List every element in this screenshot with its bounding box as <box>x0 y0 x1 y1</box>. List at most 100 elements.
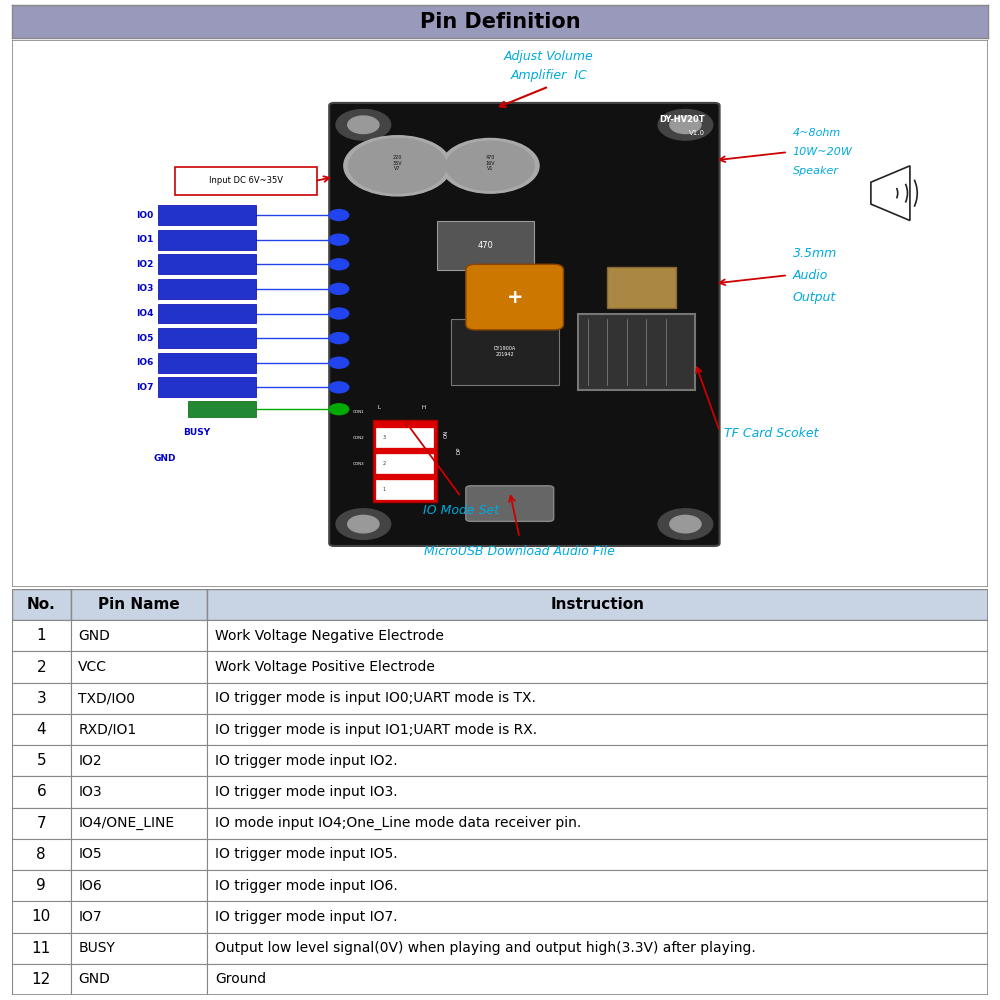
Circle shape <box>349 138 446 193</box>
Text: IO mode input IO4;One_Line mode data receiver pin.: IO mode input IO4;One_Line mode data rec… <box>215 816 581 830</box>
Text: Pin Definition: Pin Definition <box>420 11 580 31</box>
Bar <box>71 620 207 651</box>
Bar <box>71 808 207 839</box>
Text: Output: Output <box>793 291 836 304</box>
Bar <box>207 714 988 745</box>
Bar <box>207 964 988 995</box>
Text: No.: No. <box>27 597 56 612</box>
Circle shape <box>329 357 349 368</box>
Bar <box>158 254 256 274</box>
Text: Speaker: Speaker <box>793 166 839 176</box>
Text: IO trigger mode input IO3.: IO trigger mode input IO3. <box>215 785 398 799</box>
Text: IO3: IO3 <box>136 284 154 293</box>
Text: V1.0: V1.0 <box>689 130 705 136</box>
Text: 9: 9 <box>36 878 46 893</box>
Text: IO trigger mode is input IO0;UART mode is TX.: IO trigger mode is input IO0;UART mode i… <box>215 691 536 705</box>
Text: 5: 5 <box>36 753 46 768</box>
Bar <box>71 839 207 870</box>
Bar <box>207 933 988 964</box>
Bar <box>12 808 71 839</box>
Bar <box>207 901 988 933</box>
Bar <box>71 964 207 995</box>
Bar <box>71 933 207 964</box>
Text: IO trigger mode input IO2.: IO trigger mode input IO2. <box>215 754 398 768</box>
Text: IO0: IO0 <box>136 211 154 220</box>
Bar <box>376 480 433 499</box>
Text: GND: GND <box>78 972 110 986</box>
Text: IO7: IO7 <box>136 383 154 392</box>
Text: IO Mode Set: IO Mode Set <box>423 504 499 517</box>
Bar <box>207 683 988 714</box>
Circle shape <box>329 234 349 245</box>
Circle shape <box>344 136 451 196</box>
Bar <box>12 589 71 620</box>
Circle shape <box>329 308 349 319</box>
Circle shape <box>658 109 713 140</box>
Text: Work Voltage Negative Electrode: Work Voltage Negative Electrode <box>215 629 444 643</box>
Text: 6: 6 <box>36 784 46 800</box>
Bar <box>71 776 207 808</box>
Text: 220
35V
V7: 220 35V V7 <box>393 155 402 171</box>
Bar <box>207 808 988 839</box>
Bar <box>207 589 988 620</box>
Text: IO6: IO6 <box>136 358 154 367</box>
Bar <box>158 230 256 250</box>
Bar <box>376 428 433 447</box>
Text: 470
16V
V1: 470 16V V1 <box>485 155 495 171</box>
Bar <box>158 353 256 373</box>
Text: Audio: Audio <box>793 269 828 282</box>
Text: GND: GND <box>154 454 176 463</box>
FancyBboxPatch shape <box>175 167 317 195</box>
Bar <box>578 314 695 390</box>
Text: 2: 2 <box>383 461 386 466</box>
Circle shape <box>670 515 701 533</box>
Text: DP: DP <box>457 446 462 454</box>
Text: Ground: Ground <box>215 972 266 986</box>
Text: +: + <box>506 288 523 307</box>
Text: VCC: VCC <box>78 660 107 674</box>
Bar <box>207 839 988 870</box>
Text: IO trigger mode is input IO1;UART mode is RX.: IO trigger mode is input IO1;UART mode i… <box>215 723 537 737</box>
Text: 2: 2 <box>36 660 46 675</box>
Bar <box>207 870 988 901</box>
Bar <box>71 745 207 776</box>
Bar <box>437 221 534 270</box>
Text: Output low level signal(0V) when playing and output high(3.3V) after playing.: Output low level signal(0V) when playing… <box>215 941 756 955</box>
Bar <box>207 651 988 683</box>
Bar <box>158 328 256 348</box>
Text: 1: 1 <box>36 628 46 643</box>
Text: IO5: IO5 <box>78 847 102 861</box>
Text: MicroUSB Download Audio File: MicroUSB Download Audio File <box>424 545 615 558</box>
Bar <box>12 714 71 745</box>
Circle shape <box>658 509 713 539</box>
Circle shape <box>348 116 379 134</box>
Circle shape <box>336 109 391 140</box>
Text: ON: ON <box>444 430 449 438</box>
Text: 3: 3 <box>383 435 386 440</box>
Text: L: L <box>378 405 381 410</box>
Bar <box>12 776 71 808</box>
Bar <box>158 279 256 299</box>
Bar <box>12 620 71 651</box>
Text: BUSY: BUSY <box>78 941 115 955</box>
Text: 1: 1 <box>383 487 386 492</box>
Text: 8: 8 <box>36 847 46 862</box>
Text: CON2: CON2 <box>353 436 364 440</box>
Bar <box>451 319 559 385</box>
Text: 10W~20W: 10W~20W <box>793 147 853 157</box>
Text: Pin Name: Pin Name <box>98 597 180 612</box>
Text: IO4: IO4 <box>136 309 154 318</box>
Text: DY-HV20T: DY-HV20T <box>659 115 705 124</box>
Text: 470: 470 <box>477 241 493 250</box>
Text: IO5: IO5 <box>136 334 154 343</box>
Text: TF Card Scoket: TF Card Scoket <box>724 427 819 440</box>
Bar <box>12 964 71 995</box>
Text: IO3: IO3 <box>78 785 102 799</box>
Text: 7: 7 <box>36 816 46 831</box>
Circle shape <box>329 382 349 393</box>
Circle shape <box>441 138 539 193</box>
Bar <box>373 420 437 502</box>
Circle shape <box>446 141 534 190</box>
FancyBboxPatch shape <box>466 486 554 521</box>
Text: 4: 4 <box>36 722 46 737</box>
